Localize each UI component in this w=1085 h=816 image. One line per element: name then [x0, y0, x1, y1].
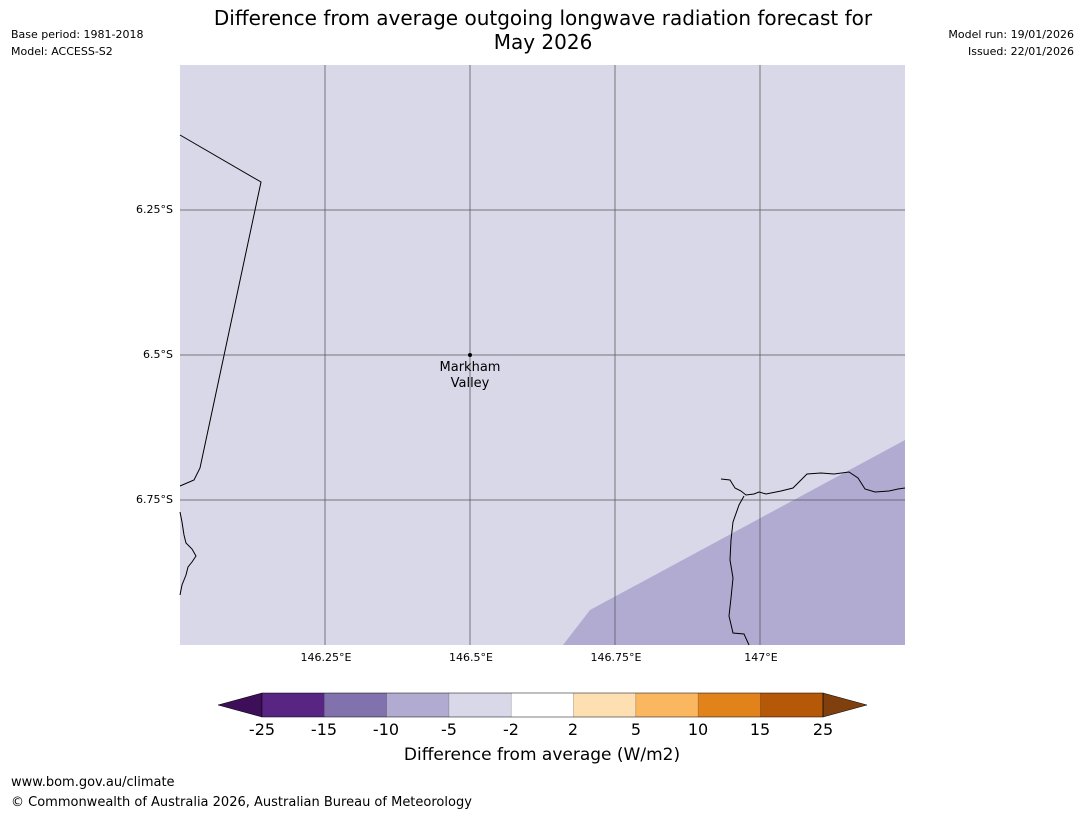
colorbar-tick: 5	[630, 720, 642, 739]
x-tick-label: 147°E	[744, 651, 778, 664]
colorbar-tick: 15	[749, 720, 771, 739]
map-gridlines	[180, 65, 905, 645]
issued-date: Issued: 22/01/2026	[967, 45, 1074, 58]
colorbar-tick: -5	[441, 720, 457, 739]
colorbar-extend-low	[217, 692, 263, 718]
title-line-2: May 2026	[493, 30, 593, 54]
model-run: Model run: 19/01/2026	[948, 28, 1074, 41]
x-tick-label: 146.5°E	[449, 651, 493, 664]
place-label: Markham Valley	[420, 360, 520, 392]
colorbar-swatch	[635, 693, 699, 717]
colorbar-tick: 25	[812, 720, 834, 739]
colorbar-swatch	[262, 693, 325, 717]
map-lower-category-region	[563, 440, 905, 645]
y-tick-label: 6.75°S	[136, 493, 173, 506]
colorbar-swatch	[511, 693, 574, 717]
footer-url: www.bom.gov.au/climate	[11, 775, 175, 790]
colorbar-tick: -2	[503, 720, 519, 739]
colorbar-label: Difference from average (W/m2)	[403, 745, 681, 765]
y-tick-label: 6.25°S	[136, 203, 173, 216]
footer-copyright: © Commonwealth of Australia 2026, Austra…	[11, 795, 472, 810]
coastlines	[179, 134, 906, 646]
map-title: Difference from average outgoing longwav…	[160, 6, 926, 54]
title-line-1: Difference from average outgoing longwav…	[213, 6, 873, 30]
colorbar-swatch	[324, 693, 387, 717]
base-period: Base period: 1981-2018	[11, 28, 144, 41]
y-tick-label: 6.5°S	[143, 348, 173, 361]
colorbar-tick: -10	[372, 720, 400, 739]
colorbar-tick: -15	[310, 720, 338, 739]
east-coast	[720, 471, 906, 496]
border-line	[179, 134, 262, 487]
river-outline	[728, 495, 750, 646]
colorbar-tick: 2	[567, 720, 579, 739]
place-marker	[468, 353, 472, 357]
colorbar-tick: -25	[248, 720, 276, 739]
place-label-line-1: Markham	[439, 360, 501, 375]
colorbar-swatch	[386, 693, 449, 717]
meta-left: Base period: 1981-2018 Model: ACCESS-S2	[11, 26, 143, 60]
colorbar-swatch	[698, 693, 761, 717]
colorbar-swatch	[448, 693, 512, 717]
colorbar-dividers	[324, 693, 761, 717]
x-tick-label: 146.75°E	[590, 651, 642, 664]
colorbar-outline	[261, 692, 824, 718]
model-name: Model: ACCESS-S2	[11, 45, 113, 58]
x-tick-label: 146.25°E	[300, 651, 352, 664]
colorbar-tick: 10	[687, 720, 709, 739]
colorbar-swatch	[760, 693, 823, 717]
meta-right: Model run: 19/01/2026 Issued: 22/01/2026	[948, 26, 1074, 60]
place-label-line-2: Valley	[450, 376, 490, 391]
colorbar-extend-high	[822, 692, 868, 718]
colorbar-swatch	[573, 693, 636, 717]
west-coast	[179, 511, 197, 596]
